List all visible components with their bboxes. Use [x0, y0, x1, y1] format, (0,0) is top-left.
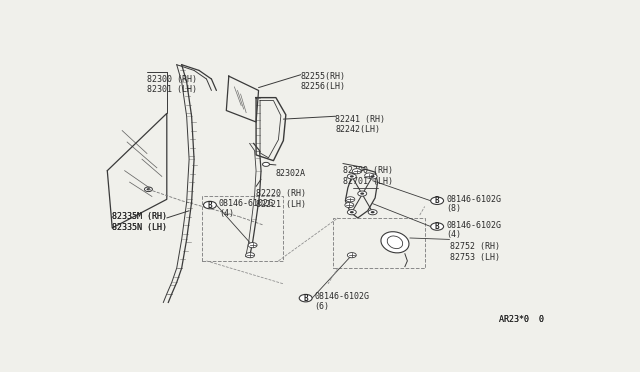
- Text: 08146-6102G: 08146-6102G: [315, 292, 370, 301]
- Text: (4): (4): [446, 230, 461, 239]
- Ellipse shape: [387, 236, 403, 248]
- Circle shape: [431, 197, 444, 205]
- Text: 82752 (RH)
82753 (LH): 82752 (RH) 82753 (LH): [449, 242, 499, 262]
- Text: (6): (6): [315, 302, 330, 311]
- Circle shape: [371, 211, 374, 214]
- Text: 08146-6102G: 08146-6102G: [446, 221, 501, 230]
- Circle shape: [365, 173, 374, 178]
- Circle shape: [345, 202, 354, 208]
- Text: 82220 (RH)
82221 (LH): 82220 (RH) 82221 (LH): [256, 189, 306, 209]
- Circle shape: [431, 223, 444, 230]
- Text: 82241 (RH)
82242(LH): 82241 (RH) 82242(LH): [335, 115, 385, 134]
- Circle shape: [147, 188, 150, 190]
- Circle shape: [368, 174, 377, 179]
- Text: 08146-6102G: 08146-6102G: [446, 195, 501, 204]
- Circle shape: [371, 175, 374, 177]
- Circle shape: [145, 187, 152, 192]
- Circle shape: [368, 210, 377, 215]
- Circle shape: [350, 175, 354, 177]
- Circle shape: [204, 201, 216, 209]
- Circle shape: [248, 243, 257, 248]
- Circle shape: [348, 253, 356, 258]
- Circle shape: [360, 192, 364, 195]
- Text: B: B: [435, 222, 440, 231]
- Text: 82335M (RH)
82335N (LH): 82335M (RH) 82335N (LH): [112, 212, 167, 232]
- Text: 82335M (RH)
82335N (LH): 82335M (RH) 82335N (LH): [112, 212, 167, 232]
- Text: AR23*0  0: AR23*0 0: [499, 315, 544, 324]
- Text: 82302A: 82302A: [276, 169, 306, 178]
- Bar: [202, 196, 284, 261]
- Text: 82300 (RH)
82301 (LH): 82300 (RH) 82301 (LH): [147, 75, 197, 94]
- Circle shape: [346, 197, 355, 202]
- Text: 08146-6102G: 08146-6102G: [219, 199, 274, 208]
- Text: B: B: [303, 294, 308, 303]
- Circle shape: [246, 253, 255, 258]
- Text: B: B: [207, 201, 212, 209]
- Circle shape: [348, 210, 356, 215]
- Text: 82255(RH)
82256(LH): 82255(RH) 82256(LH): [301, 72, 346, 91]
- Circle shape: [348, 174, 356, 179]
- Circle shape: [350, 211, 354, 214]
- Circle shape: [358, 191, 367, 196]
- Circle shape: [262, 162, 269, 166]
- Text: (4): (4): [219, 209, 234, 218]
- Bar: [333, 218, 425, 268]
- Text: AR23*0  0: AR23*0 0: [499, 315, 544, 324]
- Text: B: B: [435, 196, 440, 205]
- Ellipse shape: [381, 232, 409, 253]
- Text: (8): (8): [446, 204, 461, 213]
- Circle shape: [352, 169, 361, 174]
- Circle shape: [300, 294, 312, 302]
- Text: 82700 (RH)
82701 (LH): 82700 (RH) 82701 (LH): [343, 166, 393, 186]
